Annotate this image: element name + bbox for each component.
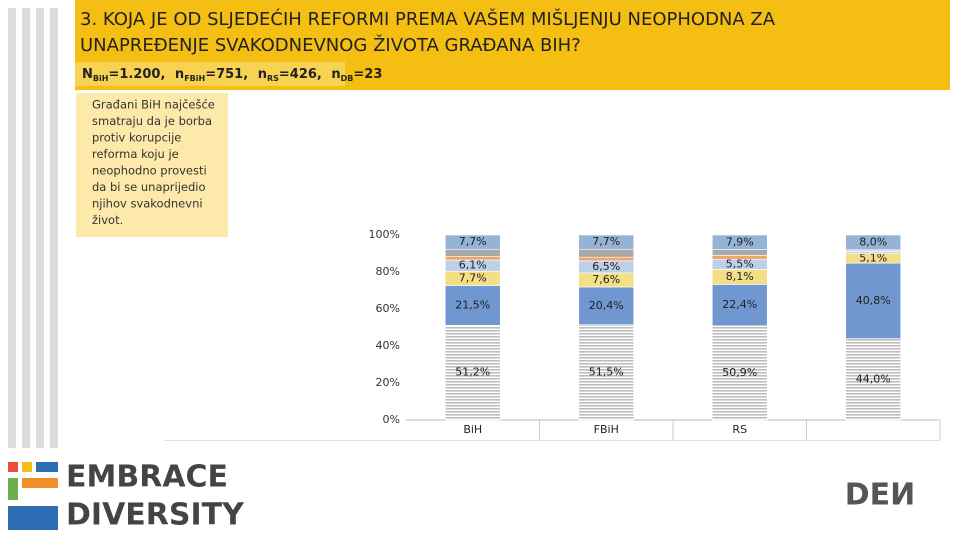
data-label: 8,1% bbox=[726, 270, 754, 283]
data-label: 51,2% bbox=[455, 366, 490, 379]
bar-segment bbox=[578, 324, 635, 421]
data-label: 7,7% bbox=[459, 271, 487, 284]
sample-sub: FBiH bbox=[184, 74, 205, 83]
data-label: 7,6% bbox=[592, 273, 620, 286]
y-tick-label: 60% bbox=[376, 302, 400, 315]
data-label: 51,5% bbox=[589, 365, 624, 378]
bar-segment bbox=[444, 248, 501, 257]
y-tick-label: 100% bbox=[369, 228, 400, 241]
sample-symbol: n bbox=[331, 67, 340, 82]
sample-sub: RS bbox=[267, 74, 279, 83]
callout-line: Građani BiH najčešće bbox=[92, 98, 215, 112]
data-label: 7,7% bbox=[459, 235, 487, 248]
bar-segment bbox=[578, 234, 635, 250]
data-label: 7,7% bbox=[592, 235, 620, 248]
bar-segment bbox=[444, 255, 501, 261]
sample-size: NBiH=1.200, nFBiH=751, nRS=426, nDB=23 bbox=[82, 67, 382, 83]
bar-segment bbox=[578, 248, 635, 258]
sample-value: =23 bbox=[353, 67, 382, 82]
data-label: 5,5% bbox=[726, 257, 754, 270]
bar-segment bbox=[578, 286, 635, 326]
callout-line: njihov svakodnevni bbox=[92, 197, 203, 211]
data-label: 40,8% bbox=[856, 294, 891, 307]
callout-line: život. bbox=[92, 213, 123, 227]
sample-sub: DB bbox=[341, 74, 354, 83]
title-line: 3. KOJA JE OD SLJEDEĆIH REFORMI PREMA VA… bbox=[80, 8, 776, 30]
sample-value: =1.200, bbox=[108, 67, 165, 82]
y-tick-label: 80% bbox=[376, 265, 400, 278]
data-label: 21,5% bbox=[455, 298, 490, 311]
chart-frame bbox=[165, 440, 940, 441]
data-label: 7,9% bbox=[726, 235, 754, 248]
data-label: 44,0% bbox=[856, 372, 891, 385]
sample-symbol: n bbox=[258, 67, 267, 82]
bar-segment bbox=[845, 234, 902, 251]
bar-segment bbox=[711, 325, 768, 421]
logo-text: DIVERSITY bbox=[66, 498, 245, 533]
bar-segment bbox=[711, 284, 768, 327]
sample-symbol: N bbox=[82, 67, 93, 82]
bar-segment bbox=[845, 338, 902, 421]
bar-segment bbox=[578, 256, 635, 262]
y-tick-label: 20% bbox=[376, 376, 400, 389]
logo-text: EMBRACE bbox=[66, 460, 228, 495]
right-logo: DEИ bbox=[845, 478, 916, 513]
x-tick-label: FBiH bbox=[594, 423, 619, 436]
callout-line: smatraju da je borba bbox=[92, 114, 212, 128]
x-tick-label: RS bbox=[732, 423, 747, 436]
y-tick-label: 0% bbox=[383, 413, 400, 426]
data-label: 6,5% bbox=[592, 260, 620, 273]
callout-line: neophodno provesti bbox=[92, 164, 207, 178]
bar-segment bbox=[444, 285, 501, 326]
data-label: 5,1% bbox=[859, 251, 887, 264]
x-tick-label: BiH bbox=[463, 423, 482, 436]
bar-segment bbox=[845, 262, 902, 339]
sample-band bbox=[75, 62, 345, 86]
sample-value: =751, bbox=[205, 67, 248, 82]
bar-segment bbox=[444, 234, 501, 250]
sample-sub: BiH bbox=[93, 74, 109, 83]
data-label: 8,0% bbox=[859, 235, 887, 248]
callout-box bbox=[76, 93, 228, 237]
y-tick-label: 40% bbox=[376, 339, 400, 352]
data-label: 50,9% bbox=[722, 366, 757, 379]
callout-line: reforma koju je bbox=[92, 147, 179, 161]
sample-value: =426, bbox=[279, 67, 322, 82]
callout-line: protiv korupcije bbox=[92, 131, 181, 145]
sample-symbol: n bbox=[175, 67, 184, 82]
bar-segment bbox=[711, 249, 768, 256]
data-label: 6,1% bbox=[459, 259, 487, 272]
data-label: 22,4% bbox=[722, 298, 757, 311]
bar-segment bbox=[711, 234, 768, 250]
left-logo-icon bbox=[8, 462, 58, 530]
data-label: 20,4% bbox=[589, 299, 624, 312]
eu-pattern bbox=[8, 8, 58, 448]
callout-line: da bi se unaprijedio bbox=[92, 180, 206, 194]
title-line: UNAPREĐENJE SVAKODNEVNOG ŽIVOTA GRAĐANA … bbox=[80, 34, 581, 56]
bar-segment bbox=[711, 255, 768, 260]
bar-segment bbox=[444, 324, 501, 421]
